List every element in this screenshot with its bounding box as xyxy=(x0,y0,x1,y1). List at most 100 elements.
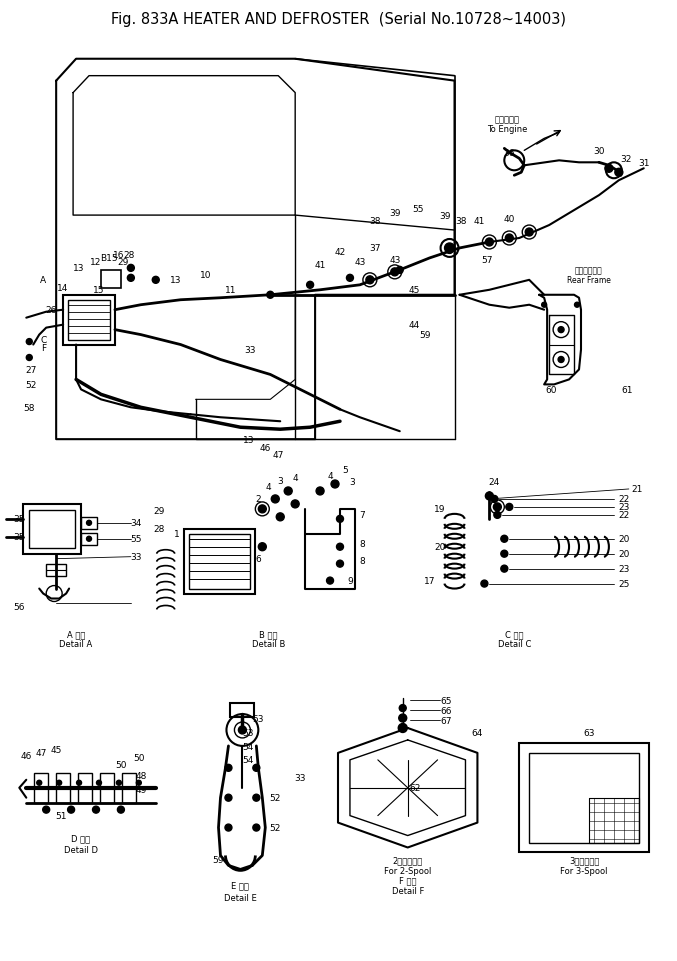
Text: 31: 31 xyxy=(638,159,649,167)
Text: 10: 10 xyxy=(200,271,211,280)
Circle shape xyxy=(399,704,406,712)
Text: 9: 9 xyxy=(347,577,353,585)
Text: 15: 15 xyxy=(93,286,105,295)
Circle shape xyxy=(291,501,299,508)
Text: 2: 2 xyxy=(255,495,261,504)
Circle shape xyxy=(127,275,134,282)
Circle shape xyxy=(501,551,508,557)
Circle shape xyxy=(396,267,403,274)
Circle shape xyxy=(116,780,121,785)
Text: Detail A: Detail A xyxy=(60,639,93,648)
Text: B15: B15 xyxy=(100,254,118,263)
Bar xyxy=(81,517,97,530)
Circle shape xyxy=(136,780,141,785)
Circle shape xyxy=(485,238,494,247)
Text: 48: 48 xyxy=(135,772,146,780)
Text: 32: 32 xyxy=(620,155,632,163)
Text: 23: 23 xyxy=(618,503,630,512)
Circle shape xyxy=(336,516,343,523)
Text: C 詳細: C 詳細 xyxy=(505,629,523,638)
Text: 29: 29 xyxy=(153,506,165,516)
Text: 41: 41 xyxy=(474,216,485,225)
Circle shape xyxy=(326,578,334,584)
Text: 59: 59 xyxy=(419,331,431,340)
Circle shape xyxy=(253,765,260,772)
Bar xyxy=(529,753,639,843)
Text: エンジンへ: エンジンへ xyxy=(495,115,520,124)
Circle shape xyxy=(284,487,292,496)
Text: 22: 22 xyxy=(618,495,630,504)
Bar xyxy=(100,773,114,802)
Circle shape xyxy=(399,714,407,723)
Text: B 詳細: B 詳細 xyxy=(259,629,278,638)
Circle shape xyxy=(501,566,508,573)
Text: 52: 52 xyxy=(269,824,281,832)
Text: 13: 13 xyxy=(242,435,254,444)
Circle shape xyxy=(494,504,502,511)
Text: 33: 33 xyxy=(130,553,141,561)
Circle shape xyxy=(276,513,284,521)
Text: 51: 51 xyxy=(56,811,67,821)
Circle shape xyxy=(336,544,343,551)
Text: 28: 28 xyxy=(123,251,135,260)
Text: 14: 14 xyxy=(58,284,69,293)
Text: 25: 25 xyxy=(618,579,630,588)
Circle shape xyxy=(117,806,125,813)
Text: 40: 40 xyxy=(504,214,515,223)
Bar xyxy=(230,703,255,717)
Text: 6: 6 xyxy=(255,554,261,563)
Bar xyxy=(29,510,75,548)
Circle shape xyxy=(505,234,513,243)
Text: リヤフレーム: リヤフレーム xyxy=(575,266,603,275)
Circle shape xyxy=(253,825,260,831)
Text: 46: 46 xyxy=(20,752,32,760)
Circle shape xyxy=(259,543,266,552)
Circle shape xyxy=(97,780,102,785)
Text: 67: 67 xyxy=(441,716,452,725)
Text: 61: 61 xyxy=(621,385,632,394)
Circle shape xyxy=(26,356,32,361)
Circle shape xyxy=(336,560,343,568)
Text: 30: 30 xyxy=(593,147,605,156)
Text: 64: 64 xyxy=(472,728,483,738)
Text: 50: 50 xyxy=(133,753,145,763)
Bar xyxy=(23,505,81,554)
Circle shape xyxy=(37,780,42,785)
Text: 57: 57 xyxy=(481,257,493,265)
Text: 19: 19 xyxy=(434,505,445,514)
Circle shape xyxy=(366,277,374,284)
Text: 33: 33 xyxy=(244,346,256,355)
Bar xyxy=(78,773,92,802)
Text: 11: 11 xyxy=(225,286,236,295)
Circle shape xyxy=(525,229,533,236)
Text: A: A xyxy=(40,276,46,285)
Circle shape xyxy=(238,727,246,734)
Circle shape xyxy=(485,492,494,501)
Text: 47: 47 xyxy=(273,450,284,459)
Text: 55: 55 xyxy=(412,205,423,213)
Text: Detail D: Detail D xyxy=(64,845,98,854)
Circle shape xyxy=(347,275,353,282)
Circle shape xyxy=(57,780,62,785)
Text: 34: 34 xyxy=(130,519,141,528)
Text: 52: 52 xyxy=(269,794,281,802)
Circle shape xyxy=(225,795,232,801)
Text: Detail B: Detail B xyxy=(252,639,285,648)
Text: 39: 39 xyxy=(389,209,401,217)
Circle shape xyxy=(26,339,32,345)
Text: 35: 35 xyxy=(14,532,25,542)
Bar xyxy=(68,301,110,340)
Circle shape xyxy=(93,806,100,813)
Text: 12: 12 xyxy=(90,259,102,267)
Text: 16: 16 xyxy=(113,251,125,260)
Text: 63: 63 xyxy=(583,728,594,738)
Text: 7: 7 xyxy=(359,511,365,520)
Circle shape xyxy=(506,504,512,511)
Text: 29: 29 xyxy=(117,259,129,267)
Circle shape xyxy=(575,303,580,308)
Text: 52: 52 xyxy=(26,381,37,389)
Circle shape xyxy=(331,480,339,488)
Text: 55: 55 xyxy=(130,534,141,544)
Circle shape xyxy=(225,765,232,772)
Text: 49: 49 xyxy=(135,785,146,795)
